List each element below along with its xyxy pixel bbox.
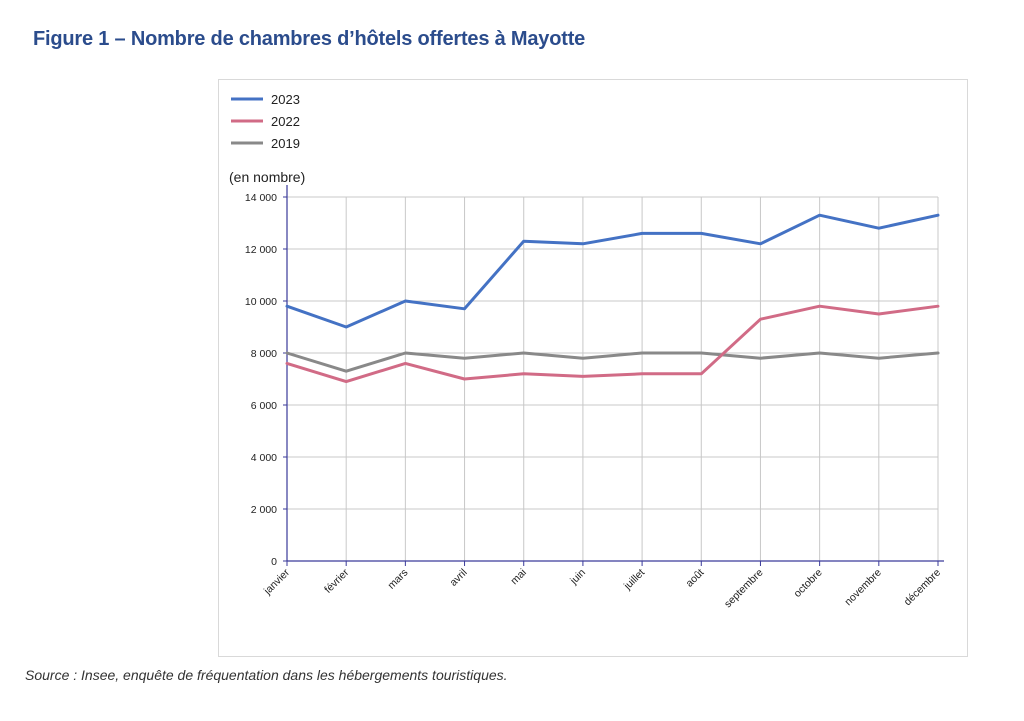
legend-label-2019: 2019	[271, 136, 300, 151]
x-tick-label: octobre	[792, 567, 825, 600]
y-axis-ticks: 0 2 000 4 000 6 000 8 000 10 000 12 000 14 000	[245, 192, 287, 568]
y-tick-label: 14 000	[245, 192, 277, 204]
grid	[287, 196, 939, 561]
x-tick-label: janvier	[261, 566, 292, 597]
legend-label-2022: 2022	[271, 114, 300, 129]
axes	[286, 185, 944, 562]
legend: 2023 2022 2019	[231, 92, 300, 151]
y-unit-label: (en nombre)	[229, 169, 305, 185]
y-tick-label: 12 000	[245, 244, 277, 256]
y-tick-label: 10 000	[245, 296, 277, 308]
chart-frame: 2023 2022 2019 (en nombre) 0 2 000 4 000 6 00…	[218, 79, 968, 657]
x-tick-label: février	[322, 566, 351, 595]
legend-label-2023: 2023	[271, 92, 300, 107]
y-tick-label: 8 000	[251, 348, 277, 360]
x-tick-label: juillet	[621, 567, 647, 593]
x-tick-label: novembre	[842, 567, 884, 609]
x-tick-label: août	[683, 567, 706, 590]
x-tick-label: mai	[508, 567, 528, 587]
y-tick-label: 6 000	[251, 400, 277, 412]
source-note: Source : Insee, enquête de fréquentation…	[25, 667, 508, 683]
y-tick-label: 0	[271, 556, 277, 568]
x-tick-label: mars	[385, 567, 410, 592]
x-axis-ticks: janvier février mars avril mai juin juillet aoû…	[261, 561, 943, 610]
x-tick-label: juin	[567, 567, 588, 588]
x-tick-label: septembre	[722, 567, 766, 611]
series-lines	[285, 213, 940, 384]
x-tick-label: décembre	[902, 567, 944, 609]
figure-title: Figure 1 – Nombre de chambres d’hôtels o…	[33, 28, 586, 50]
x-tick-label: avril	[448, 567, 470, 589]
y-tick-label: 4 000	[251, 452, 277, 464]
series-line-2019	[285, 351, 940, 373]
series-line-2023	[285, 213, 940, 329]
line-chart: 2023 2022 2019 (en nombre) 0 2 000 4 000 6 00…	[229, 92, 944, 610]
series-line-2022	[285, 304, 940, 384]
y-tick-label: 2 000	[251, 504, 277, 516]
